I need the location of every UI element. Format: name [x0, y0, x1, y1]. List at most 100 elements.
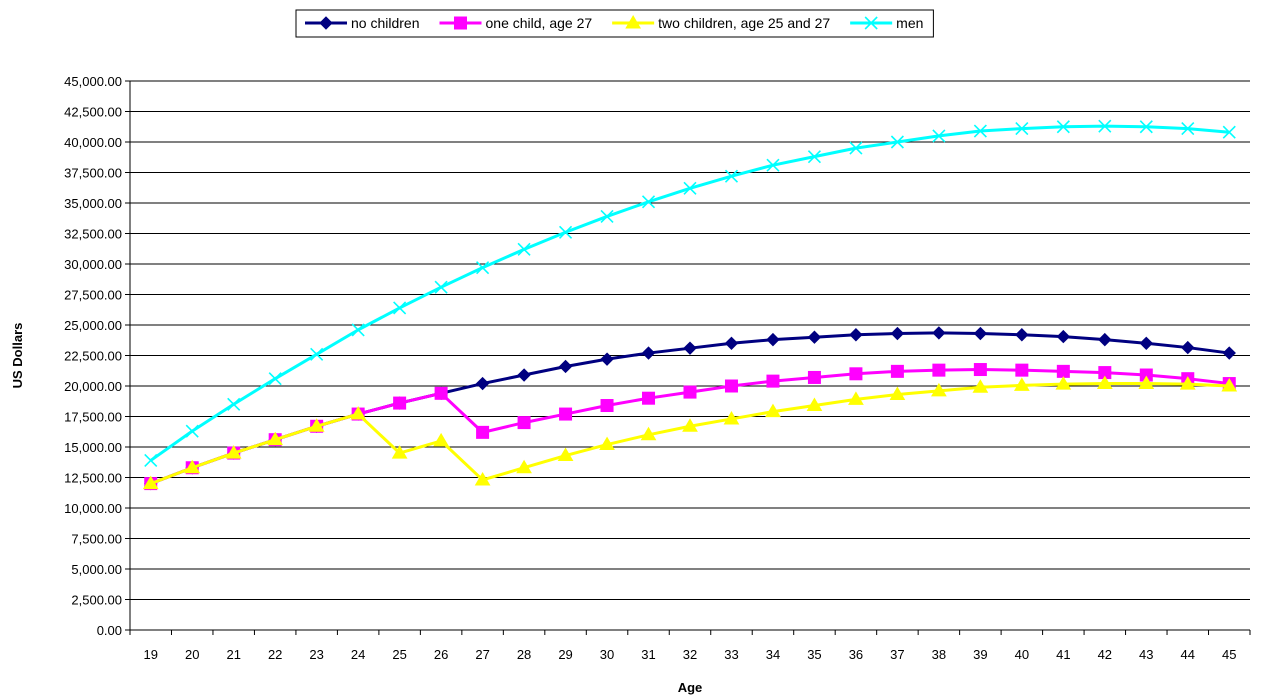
- y-tick-label: 45,000.00: [64, 74, 122, 89]
- y-tick-label: 40,000.00: [64, 135, 122, 150]
- series-one-child-age-27-point: [1056, 364, 1070, 378]
- series-two-children-age-25-and-27-point: [723, 410, 740, 425]
- legend-label: men: [896, 15, 923, 31]
- series-two-children-age-25-and-27-point: [889, 386, 906, 401]
- series-no-children-point: [890, 326, 905, 341]
- y-tick-label: 15,000.00: [64, 440, 122, 455]
- series-two-children-age-25-and-27-point: [1221, 378, 1238, 392]
- series-no-children-point: [1015, 328, 1029, 342]
- legend-item-one-child-age-27: one child, age 27: [439, 15, 593, 31]
- y-tick-label: 25,000.00: [64, 318, 122, 333]
- y-tick-label: 7,500.00: [71, 532, 122, 547]
- x-tick-label: 20: [185, 647, 199, 662]
- x-tick-label: 27: [475, 647, 489, 662]
- series-two-children-age-25-and-27-point: [391, 445, 408, 459]
- series-men-point: [517, 242, 531, 256]
- series-two-children-age-25-and-27-point: [516, 459, 532, 474]
- y-tick-label: 10,000.00: [64, 501, 122, 516]
- y-tick-label: 20,000.00: [64, 379, 122, 394]
- series-men-point: [227, 397, 241, 411]
- series-no-children-point: [1098, 332, 1112, 347]
- legend-one-child-age-27-point: [454, 16, 467, 30]
- series-two-children-age-25-and-27-point: [1013, 377, 1030, 391]
- y-tick-label: 32,500.00: [64, 227, 122, 242]
- y-tick-label: 17,500.00: [64, 410, 122, 425]
- series-two-children-age-25-and-27-point: [848, 391, 864, 405]
- series-men-point: [1056, 120, 1070, 134]
- series-layer: [142, 119, 1238, 491]
- series-two-children-age-25-and-27-point: [640, 426, 657, 441]
- y-tick-label: 0.00: [97, 623, 122, 638]
- series-two-children-age-25-and-27-point: [972, 379, 989, 393]
- series-no-children: [144, 326, 1236, 491]
- series-no-children-point: [1222, 346, 1236, 360]
- legend-item-men: men: [850, 15, 923, 31]
- series-men-point: [310, 347, 324, 361]
- x-tick-label: 36: [849, 647, 863, 662]
- x-axis-ticks: 19 20 21 22 23 24 25 26 27 28 29 30 31 32 33 34 35 36 37 38…: [129, 630, 1251, 662]
- series-men: [144, 119, 1236, 467]
- series-no-children-point: [807, 330, 822, 344]
- series-one-child-age-27-point: [517, 416, 531, 430]
- y-tick-label: 2,500.00: [71, 593, 122, 608]
- series-two-children-age-25-and-27-point: [765, 403, 781, 418]
- series-no-children-point: [1139, 336, 1154, 351]
- series-men-point: [144, 453, 158, 467]
- series-one-child-age-27-point: [642, 391, 656, 405]
- x-tick-label: 39: [973, 647, 987, 662]
- legend-label: one child, age 27: [486, 15, 593, 31]
- series-one-child-age-27-point: [1015, 363, 1029, 377]
- x-tick-label: 24: [351, 647, 365, 662]
- x-tick-label: 21: [226, 647, 240, 662]
- series-no-children-point: [683, 341, 697, 355]
- series-two-children-age-25-and-27-point: [1179, 376, 1196, 390]
- gridlines: [130, 80, 1250, 600]
- series-no-children-point: [558, 359, 573, 374]
- series-two-children-age-25-and-27-point: [267, 431, 284, 446]
- x-tick-label: 22: [268, 647, 282, 662]
- series-men-point: [351, 323, 365, 337]
- x-tick-label: 29: [558, 647, 572, 662]
- series-men-point: [641, 195, 656, 209]
- series-two-children-age-25-and-27-point: [1138, 375, 1155, 390]
- series-men-point: [393, 301, 407, 315]
- y-tick-label: 35,000.00: [64, 196, 122, 211]
- series-one-child-age-27-point: [849, 367, 863, 381]
- series-two-children-age-25-and-27-point: [806, 397, 823, 412]
- series-no-children-point: [1181, 340, 1195, 355]
- series-one-child-age-27-point: [600, 399, 614, 413]
- legend-label: no children: [351, 15, 420, 31]
- series-no-children-point: [932, 326, 946, 340]
- series-one-child-age-27-point: [807, 370, 821, 384]
- series-men-point: [434, 280, 448, 294]
- y-tick-label: 30,000.00: [64, 257, 122, 272]
- series-no-children-point: [973, 326, 988, 341]
- y-tick-label: 27,500.00: [64, 288, 122, 303]
- x-tick-label: 31: [641, 647, 655, 662]
- series-no-children-point: [849, 328, 863, 342]
- series-men-line: [149, 124, 1230, 462]
- series-two-children-age-25-and-27-point: [474, 471, 491, 486]
- series-men-point: [1015, 122, 1029, 136]
- series-men-point: [1181, 122, 1195, 136]
- x-tick-label: 35: [807, 647, 821, 662]
- series-two-children-age-25-and-27-point: [557, 447, 574, 462]
- x-tick-label: 34: [766, 647, 780, 662]
- series-one-child-age-27-point: [559, 407, 573, 421]
- series-no-children-point: [517, 368, 531, 382]
- series-two-children-age-25-and-27-point: [682, 418, 698, 432]
- series-men-point: [766, 158, 780, 172]
- legend-item-two-children-age-25-and-27: two children, age 25 and 27: [612, 15, 830, 31]
- y-tick-label: 37,500.00: [64, 166, 122, 181]
- series-men-point: [1139, 120, 1153, 134]
- series-two-children-age-25-and-27-point: [599, 436, 615, 451]
- x-tick-label: 45: [1222, 647, 1236, 662]
- series-two-children-age-25-and-27-point: [184, 459, 201, 474]
- series-men-point: [973, 124, 987, 138]
- series-one-child-age-27-point: [724, 379, 738, 393]
- series-one-child-age-27-point: [434, 386, 448, 400]
- series-men-point: [932, 129, 946, 143]
- series-men-point: [600, 209, 614, 223]
- series-two-children-age-25-and-27-point: [931, 382, 947, 397]
